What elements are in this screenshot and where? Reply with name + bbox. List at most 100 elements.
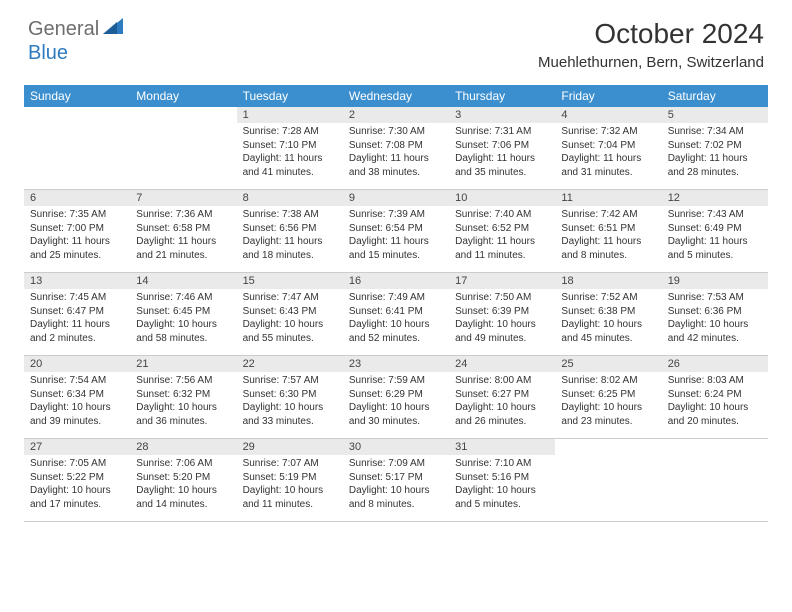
sunrise-text: Sunrise: 7:05 AM: [30, 457, 124, 471]
day-cell: [555, 439, 661, 521]
sunset-text: Sunset: 6:56 PM: [243, 222, 337, 236]
day-number: [555, 439, 661, 455]
day-number: 19: [662, 273, 768, 289]
day-number: [662, 439, 768, 455]
day-body: Sunrise: 7:42 AMSunset: 6:51 PMDaylight:…: [555, 206, 661, 266]
day-cell: 14Sunrise: 7:46 AMSunset: 6:45 PMDayligh…: [130, 273, 236, 355]
daylight-text: Daylight: 11 hours and 21 minutes.: [136, 235, 230, 262]
day-cell: 25Sunrise: 8:02 AMSunset: 6:25 PMDayligh…: [555, 356, 661, 438]
weekday-header: Monday: [130, 85, 236, 107]
sunrise-text: Sunrise: 7:28 AM: [243, 125, 337, 139]
day-number: 7: [130, 190, 236, 206]
sunrise-text: Sunrise: 7:40 AM: [455, 208, 549, 222]
day-cell: 16Sunrise: 7:49 AMSunset: 6:41 PMDayligh…: [343, 273, 449, 355]
daylight-text: Daylight: 11 hours and 2 minutes.: [30, 318, 124, 345]
brand-blue-wrap: Blue: [28, 42, 68, 65]
day-body: Sunrise: 7:30 AMSunset: 7:08 PMDaylight:…: [343, 123, 449, 183]
day-number: 12: [662, 190, 768, 206]
day-cell: 27Sunrise: 7:05 AMSunset: 5:22 PMDayligh…: [24, 439, 130, 521]
day-body: [24, 123, 130, 129]
sunset-text: Sunset: 7:08 PM: [349, 139, 443, 153]
sunset-text: Sunset: 6:24 PM: [668, 388, 762, 402]
day-number: 10: [449, 190, 555, 206]
brand-logo: General: [28, 18, 127, 41]
daylight-text: Daylight: 10 hours and 14 minutes.: [136, 484, 230, 511]
day-body: Sunrise: 7:35 AMSunset: 7:00 PMDaylight:…: [24, 206, 130, 266]
day-cell: 13Sunrise: 7:45 AMSunset: 6:47 PMDayligh…: [24, 273, 130, 355]
daylight-text: Daylight: 10 hours and 11 minutes.: [243, 484, 337, 511]
day-body: Sunrise: 8:03 AMSunset: 6:24 PMDaylight:…: [662, 372, 768, 432]
day-number: 18: [555, 273, 661, 289]
sunrise-text: Sunrise: 7:59 AM: [349, 374, 443, 388]
sunset-text: Sunset: 6:43 PM: [243, 305, 337, 319]
day-number: 3: [449, 107, 555, 123]
day-cell: 28Sunrise: 7:06 AMSunset: 5:20 PMDayligh…: [130, 439, 236, 521]
daylight-text: Daylight: 10 hours and 58 minutes.: [136, 318, 230, 345]
daylight-text: Daylight: 11 hours and 41 minutes.: [243, 152, 337, 179]
day-cell: 19Sunrise: 7:53 AMSunset: 6:36 PMDayligh…: [662, 273, 768, 355]
sunrise-text: Sunrise: 7:46 AM: [136, 291, 230, 305]
week-row: 6Sunrise: 7:35 AMSunset: 7:00 PMDaylight…: [24, 190, 768, 273]
daylight-text: Daylight: 10 hours and 17 minutes.: [30, 484, 124, 511]
daylight-text: Daylight: 11 hours and 31 minutes.: [561, 152, 655, 179]
day-cell: 9Sunrise: 7:39 AMSunset: 6:54 PMDaylight…: [343, 190, 449, 272]
daylight-text: Daylight: 11 hours and 35 minutes.: [455, 152, 549, 179]
day-cell: 24Sunrise: 8:00 AMSunset: 6:27 PMDayligh…: [449, 356, 555, 438]
daylight-text: Daylight: 10 hours and 20 minutes.: [668, 401, 762, 428]
daylight-text: Daylight: 11 hours and 18 minutes.: [243, 235, 337, 262]
sunrise-text: Sunrise: 7:54 AM: [30, 374, 124, 388]
day-cell: 23Sunrise: 7:59 AMSunset: 6:29 PMDayligh…: [343, 356, 449, 438]
sunset-text: Sunset: 6:54 PM: [349, 222, 443, 236]
sunrise-text: Sunrise: 7:43 AM: [668, 208, 762, 222]
sunset-text: Sunset: 5:19 PM: [243, 471, 337, 485]
brand-text-blue: Blue: [28, 42, 68, 64]
page-header: General October 2024 Muehlethurnen, Bern…: [0, 0, 792, 77]
day-number: 21: [130, 356, 236, 372]
day-number: 15: [237, 273, 343, 289]
day-number: 30: [343, 439, 449, 455]
day-body: Sunrise: 7:05 AMSunset: 5:22 PMDaylight:…: [24, 455, 130, 515]
location-text: Muehlethurnen, Bern, Switzerland: [538, 54, 764, 71]
sunrise-text: Sunrise: 7:53 AM: [668, 291, 762, 305]
sunset-text: Sunset: 7:06 PM: [455, 139, 549, 153]
day-cell: 12Sunrise: 7:43 AMSunset: 6:49 PMDayligh…: [662, 190, 768, 272]
day-cell: 29Sunrise: 7:07 AMSunset: 5:19 PMDayligh…: [237, 439, 343, 521]
day-number: 26: [662, 356, 768, 372]
day-number: 5: [662, 107, 768, 123]
weekday-header: Sunday: [24, 85, 130, 107]
day-cell: 5Sunrise: 7:34 AMSunset: 7:02 PMDaylight…: [662, 107, 768, 189]
weekday-header: Friday: [555, 85, 661, 107]
sunset-text: Sunset: 7:10 PM: [243, 139, 337, 153]
day-cell: 8Sunrise: 7:38 AMSunset: 6:56 PMDaylight…: [237, 190, 343, 272]
day-cell: 4Sunrise: 7:32 AMSunset: 7:04 PMDaylight…: [555, 107, 661, 189]
day-number: 24: [449, 356, 555, 372]
sunset-text: Sunset: 6:32 PM: [136, 388, 230, 402]
daylight-text: Daylight: 11 hours and 8 minutes.: [561, 235, 655, 262]
day-cell: 22Sunrise: 7:57 AMSunset: 6:30 PMDayligh…: [237, 356, 343, 438]
sunrise-text: Sunrise: 7:49 AM: [349, 291, 443, 305]
sunrise-text: Sunrise: 7:30 AM: [349, 125, 443, 139]
day-number: 8: [237, 190, 343, 206]
sunrise-text: Sunrise: 7:56 AM: [136, 374, 230, 388]
daylight-text: Daylight: 10 hours and 36 minutes.: [136, 401, 230, 428]
day-body: Sunrise: 7:09 AMSunset: 5:17 PMDaylight:…: [343, 455, 449, 515]
day-body: Sunrise: 7:50 AMSunset: 6:39 PMDaylight:…: [449, 289, 555, 349]
day-body: Sunrise: 7:56 AMSunset: 6:32 PMDaylight:…: [130, 372, 236, 432]
sunset-text: Sunset: 6:41 PM: [349, 305, 443, 319]
day-number: [130, 107, 236, 123]
day-number: 17: [449, 273, 555, 289]
day-number: 27: [24, 439, 130, 455]
day-body: Sunrise: 7:49 AMSunset: 6:41 PMDaylight:…: [343, 289, 449, 349]
weeks-container: 1Sunrise: 7:28 AMSunset: 7:10 PMDaylight…: [24, 107, 768, 522]
day-number: [24, 107, 130, 123]
sunset-text: Sunset: 6:34 PM: [30, 388, 124, 402]
day-body: Sunrise: 7:34 AMSunset: 7:02 PMDaylight:…: [662, 123, 768, 183]
sunrise-text: Sunrise: 7:09 AM: [349, 457, 443, 471]
sunset-text: Sunset: 6:29 PM: [349, 388, 443, 402]
sunrise-text: Sunrise: 7:39 AM: [349, 208, 443, 222]
sunset-text: Sunset: 6:49 PM: [668, 222, 762, 236]
sunset-text: Sunset: 7:02 PM: [668, 139, 762, 153]
sunset-text: Sunset: 6:47 PM: [30, 305, 124, 319]
day-number: 13: [24, 273, 130, 289]
sunrise-text: Sunrise: 7:07 AM: [243, 457, 337, 471]
